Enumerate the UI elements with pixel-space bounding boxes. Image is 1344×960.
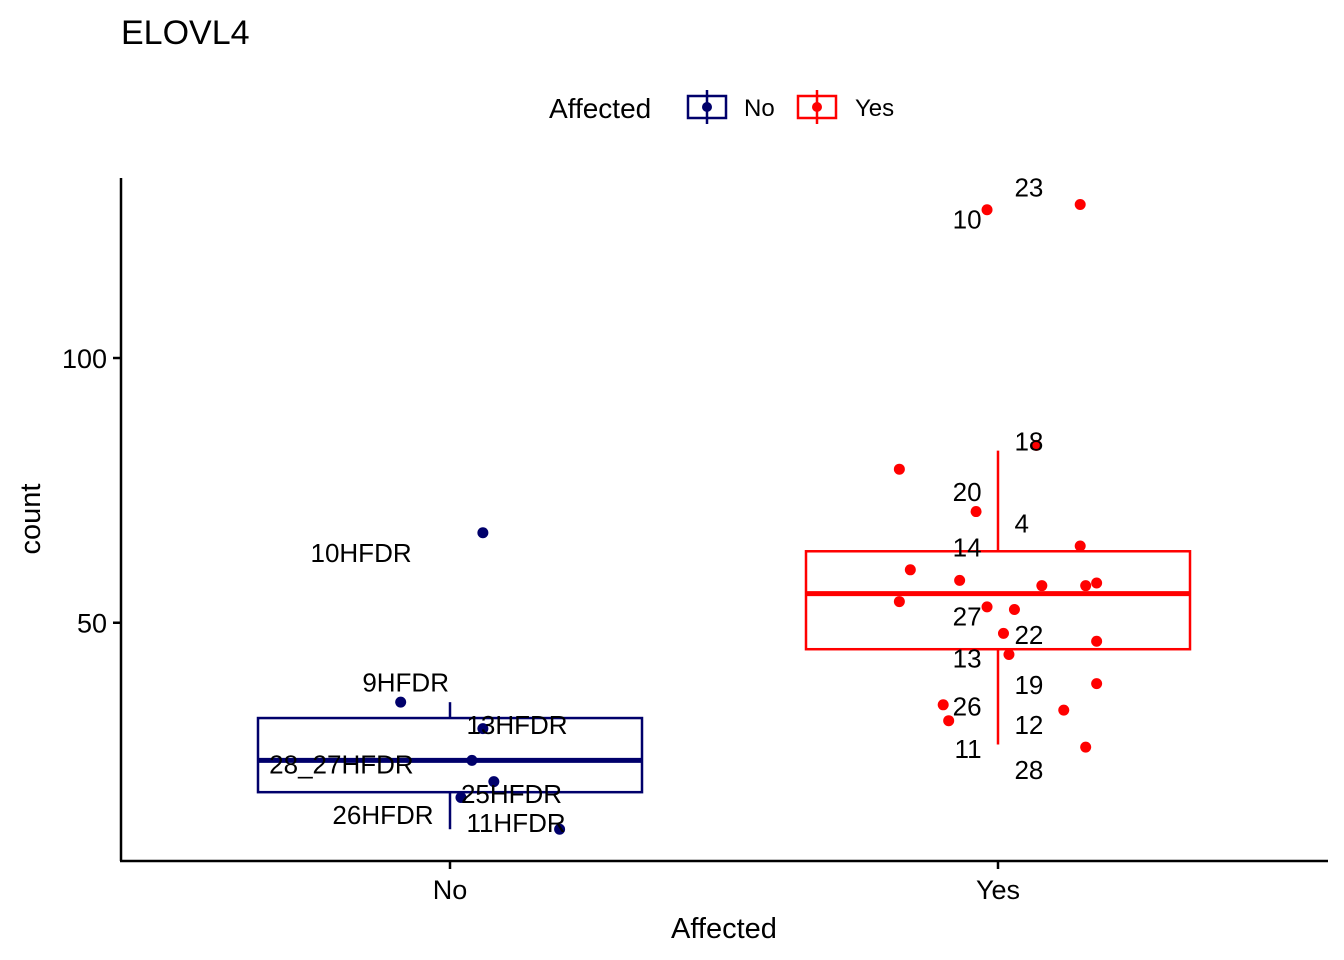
point-label-no: 25HFDR bbox=[461, 779, 562, 809]
point-label-yes: 23 bbox=[1014, 173, 1043, 203]
data-point-yes bbox=[943, 715, 955, 727]
data-point-yes bbox=[1074, 198, 1086, 210]
point-label-yes: 12 bbox=[1014, 710, 1043, 740]
data-point-yes bbox=[1091, 678, 1103, 690]
data-point-yes bbox=[981, 204, 993, 216]
point-label-yes: 14 bbox=[953, 533, 982, 563]
point-label-yes: 19 bbox=[1014, 670, 1043, 700]
legend-key-no bbox=[686, 90, 728, 124]
data-point-no bbox=[477, 723, 489, 735]
data-point-yes bbox=[1080, 741, 1092, 753]
data-point-yes bbox=[970, 506, 982, 518]
legend-label-yes: Yes bbox=[855, 95, 894, 122]
boxes-layer bbox=[256, 450, 1192, 830]
data-point-yes bbox=[954, 574, 966, 586]
point-label-yes: 13 bbox=[953, 644, 982, 674]
x-axis-label: Affected bbox=[671, 913, 777, 945]
point-label-yes: 27 bbox=[953, 601, 982, 631]
point-label-no: 11HFDR bbox=[466, 808, 565, 838]
x-tick-label: Yes bbox=[976, 875, 1020, 905]
legend-label-no: No bbox=[744, 95, 775, 122]
box-no bbox=[256, 716, 644, 794]
data-point-no bbox=[488, 776, 500, 788]
point-label-yes: 10 bbox=[953, 204, 982, 234]
point-label-yes: 26 bbox=[953, 691, 982, 721]
data-point-yes bbox=[1074, 540, 1086, 552]
data-point-yes bbox=[1058, 704, 1070, 716]
point-label-no: 9HFDR bbox=[362, 668, 449, 698]
data-point-yes bbox=[893, 463, 905, 475]
point-label-no: 10HFDR bbox=[310, 538, 411, 568]
data-point-yes bbox=[937, 699, 949, 711]
box-yes bbox=[804, 550, 1192, 651]
points-layer bbox=[395, 198, 1103, 835]
data-point-no bbox=[466, 754, 478, 766]
point-label-yes: 4 bbox=[1014, 509, 1028, 539]
data-point-yes bbox=[1080, 580, 1092, 592]
y-ticks: 50 100 bbox=[62, 344, 121, 639]
legend-title: Affected bbox=[549, 93, 651, 124]
data-point-yes bbox=[1091, 577, 1103, 589]
legend: Affected No Yes bbox=[549, 90, 894, 124]
point-label-yes: 28 bbox=[1014, 755, 1043, 785]
point-label-yes: 22 bbox=[1014, 620, 1043, 650]
data-point-yes bbox=[997, 627, 1009, 639]
data-point-no bbox=[395, 696, 407, 708]
data-point-no bbox=[455, 791, 467, 803]
data-point-yes bbox=[1091, 635, 1103, 647]
point-label-no: 26HFDR bbox=[332, 800, 433, 830]
point-label-no: 13HFDR bbox=[466, 710, 567, 740]
data-point-yes bbox=[893, 596, 905, 608]
data-point-yes bbox=[981, 601, 993, 613]
point-labels-layer: 10HFDR 9HFDR 13HFDR 28_27HFDR 25HFDR 26HFDR 11… bbox=[269, 173, 1043, 838]
legend-key-yes bbox=[796, 90, 838, 124]
data-point-yes bbox=[1008, 604, 1020, 616]
x-ticks: No Yes bbox=[433, 861, 1020, 905]
data-point-yes bbox=[904, 564, 916, 576]
data-point-yes bbox=[1036, 580, 1048, 592]
y-tick-label: 100 bbox=[62, 344, 107, 374]
y-axis-label: count bbox=[15, 484, 47, 555]
data-point-no bbox=[477, 527, 489, 539]
point-label-yes: 20 bbox=[953, 477, 982, 507]
data-point-yes bbox=[1003, 649, 1015, 661]
point-label-yes: 18 bbox=[1014, 427, 1043, 457]
point-label-no: 28_27HFDR bbox=[269, 750, 414, 780]
data-point-no bbox=[554, 823, 566, 835]
data-point-yes bbox=[1030, 439, 1042, 451]
y-tick-label: 50 bbox=[77, 609, 107, 639]
chart-title: ELOVL4 bbox=[121, 14, 250, 52]
x-tick-label: No bbox=[433, 875, 468, 905]
point-label-yes: 11 bbox=[955, 734, 982, 764]
